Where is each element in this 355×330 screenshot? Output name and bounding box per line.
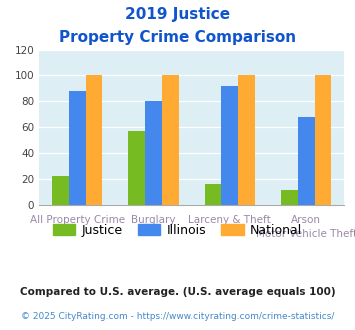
Bar: [86, 75, 102, 205]
Bar: [315, 75, 331, 205]
Bar: [145, 101, 162, 205]
Text: All Property Crime: All Property Crime: [30, 215, 125, 225]
Text: Arson: Arson: [291, 215, 321, 225]
Text: Motor Vehicle Theft: Motor Vehicle Theft: [256, 229, 355, 240]
Legend: Justice, Illinois, National: Justice, Illinois, National: [48, 219, 307, 242]
Text: Property Crime Comparison: Property Crime Comparison: [59, 30, 296, 45]
Text: Compared to U.S. average. (U.S. average equals 100): Compared to U.S. average. (U.S. average …: [20, 287, 335, 297]
Bar: [298, 117, 315, 205]
Bar: [238, 75, 255, 205]
Bar: [69, 91, 86, 205]
Bar: [222, 86, 238, 205]
Bar: [205, 184, 222, 205]
Bar: [52, 176, 69, 205]
Bar: [162, 75, 179, 205]
Bar: [129, 131, 145, 205]
Text: Burglary: Burglary: [131, 215, 176, 225]
Text: 2019 Justice: 2019 Justice: [125, 7, 230, 21]
Bar: [281, 190, 298, 205]
Text: © 2025 CityRating.com - https://www.cityrating.com/crime-statistics/: © 2025 CityRating.com - https://www.city…: [21, 312, 334, 321]
Text: Larceny & Theft: Larceny & Theft: [189, 215, 271, 225]
